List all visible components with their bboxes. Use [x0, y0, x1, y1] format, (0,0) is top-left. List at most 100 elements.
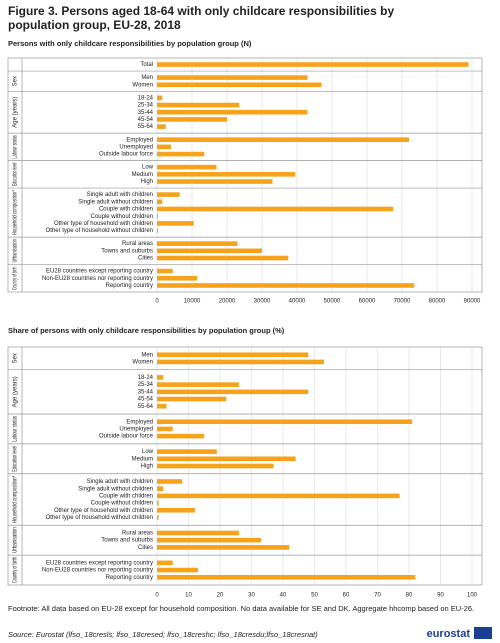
bar	[157, 403, 167, 409]
category-label: EU28 countries except reporting country	[46, 269, 153, 275]
x-tick-label: 20000	[219, 299, 236, 305]
category-label: 45-54	[138, 397, 154, 403]
x-tick-label: 60000	[359, 299, 376, 305]
bar	[157, 151, 205, 157]
bar	[157, 283, 415, 288]
bar	[157, 396, 227, 402]
x-tick-label: 40	[280, 593, 287, 599]
category-label: Cities	[138, 256, 153, 262]
category-label: Single adult with children	[87, 479, 153, 485]
bar	[157, 102, 240, 108]
bar	[157, 82, 322, 88]
x-tick-label: 80	[406, 593, 413, 599]
x-tick-label: 10	[185, 593, 192, 599]
plot-frame	[7, 57, 483, 293]
category-label: Single adult without children	[78, 199, 153, 205]
category-label: 25-34	[138, 103, 154, 109]
category-label: Couple with children	[99, 207, 153, 213]
category-label: Medium	[132, 456, 153, 462]
bar	[157, 75, 308, 80]
bar	[157, 199, 163, 205]
chart-subtitle: Share of persons with only childcare res…	[8, 326, 285, 335]
category-label: Outside labour force	[99, 434, 154, 440]
category-label: Reporting country	[106, 575, 153, 581]
category-label: 18-24	[138, 95, 154, 101]
group-label: Labour status	[13, 416, 19, 442]
x-tick-label: 10000	[184, 299, 201, 305]
bar	[157, 206, 394, 212]
group-label: Education level	[13, 446, 19, 472]
bar	[157, 213, 159, 219]
group-label: Urbanisation	[13, 527, 19, 553]
category-label: 18-24	[138, 375, 154, 381]
bar	[157, 248, 262, 254]
bar	[157, 530, 239, 536]
category-label: High	[141, 464, 153, 470]
bar	[157, 137, 409, 142]
bar	[157, 352, 309, 358]
bar	[157, 359, 324, 365]
category-label: Reporting country	[106, 283, 153, 289]
source: Source: Eurostat (lfso_18cresls; lfso_18…	[8, 630, 318, 639]
x-tick-label: 0	[155, 299, 159, 305]
category-label: 35-44	[138, 110, 154, 116]
bar	[157, 486, 164, 491]
category-label: Towns and suburbs	[101, 538, 153, 544]
bar	[157, 419, 413, 425]
category-label: EU28 countries except reporting country	[46, 560, 153, 566]
category-label: Unemployed	[119, 144, 153, 150]
x-tick-label: 70000	[394, 299, 411, 305]
bar	[157, 172, 296, 177]
category-label: Other type of household with children	[54, 508, 153, 514]
group-label: Age (years)	[13, 376, 19, 407]
bar	[157, 95, 163, 101]
category-label: Women	[132, 82, 153, 88]
group-label: Country of birth	[13, 557, 19, 583]
bar	[157, 449, 217, 454]
bar	[157, 567, 198, 573]
group-label: Labour status	[13, 135, 19, 158]
bar	[157, 192, 180, 197]
x-tick-label: 90000	[464, 299, 481, 305]
category-label: 55-64	[138, 124, 154, 130]
chart-subtitle: Persons with only childcare responsibili…	[8, 39, 252, 48]
bar	[157, 560, 173, 566]
category-label: Couple with children	[99, 493, 153, 499]
bar	[157, 228, 159, 233]
bar	[157, 382, 239, 387]
bar	[157, 179, 273, 184]
bar	[157, 109, 308, 115]
bar	[157, 426, 173, 432]
bar	[157, 375, 164, 380]
x-tick-label: 70	[374, 593, 381, 599]
category-label: 45-54	[138, 117, 154, 123]
x-tick-label: 20	[217, 593, 224, 599]
x-tick-label: 100	[467, 593, 478, 599]
bar	[157, 275, 198, 281]
category-label: Couple without children	[91, 214, 153, 220]
bar	[157, 389, 309, 395]
category-label: Non-EU28 countries nor reporting country	[42, 568, 153, 574]
group-label: Education level	[13, 163, 19, 186]
bar	[157, 268, 173, 274]
bar	[157, 479, 183, 484]
category-label: Low	[142, 165, 154, 171]
category-label: Non-EU28 countries nor reporting country	[42, 276, 153, 282]
group-label: Household composition*	[13, 190, 19, 236]
group-label: Urbanisation	[13, 239, 19, 262]
bar	[157, 241, 238, 246]
category-label: Couple without children	[91, 501, 153, 507]
category-label: Single adult without children	[78, 486, 153, 492]
x-tick-label: 50	[311, 593, 318, 599]
category-label: Towns and suburbs	[101, 248, 153, 254]
category-label: Cities	[138, 545, 153, 551]
logo: eurostat	[426, 628, 470, 640]
category-label: 35-44	[138, 389, 154, 395]
x-tick-label: 90	[437, 593, 444, 599]
x-tick-label: 80000	[429, 299, 446, 305]
category-label: Single adult with children	[87, 192, 153, 198]
bar	[157, 144, 171, 150]
category-label: Men	[141, 75, 153, 81]
